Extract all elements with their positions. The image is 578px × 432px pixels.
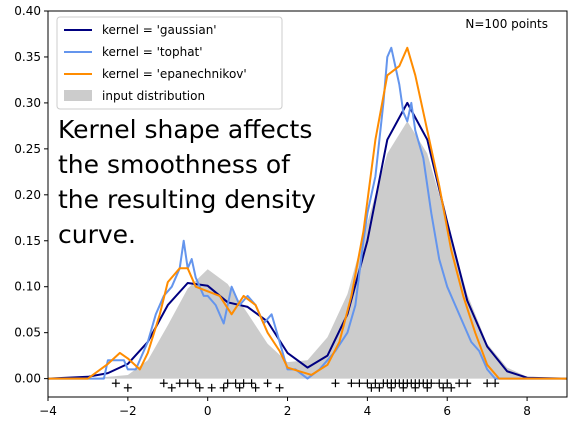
x-tick-label: −2 xyxy=(119,404,137,418)
note-line-3: the resulting density xyxy=(58,185,316,214)
sample-point-marker xyxy=(399,383,408,392)
sample-point-marker xyxy=(423,383,432,392)
legend-label: input distribution xyxy=(102,89,205,103)
legend: kernel = 'gaussian' kernel = 'tophat' kern… xyxy=(56,16,283,110)
series-line-2 xyxy=(48,46,567,380)
sample-point-marker xyxy=(251,383,260,392)
sample-point-marker xyxy=(411,383,420,392)
x-tick-label: 6 xyxy=(443,404,451,418)
sample-point-marker xyxy=(443,379,452,388)
legend-item: kernel = 'gaussian' xyxy=(64,23,217,37)
sample-count-label: N=100 points xyxy=(465,17,548,31)
sample-point-marker xyxy=(207,383,216,392)
y-axis: 0.00 0.05 0.10 0.15 0.20 0.25 0.30 0.35 0.40 xyxy=(14,4,48,386)
legend-swatch xyxy=(64,90,92,101)
x-tick-label: −4 xyxy=(39,404,57,418)
sample-point-marker xyxy=(275,383,284,392)
sample-point-marker xyxy=(427,379,436,388)
sample-point-marker xyxy=(371,379,380,388)
sample-point-marker xyxy=(167,383,176,392)
sample-point-marker xyxy=(219,383,228,392)
note-line-1: Kernel shape affects xyxy=(58,115,312,144)
legend-item: kernel = 'epanechnikov' xyxy=(64,67,247,81)
legend-items: kernel = 'gaussian' kernel = 'tophat' kern… xyxy=(64,23,247,103)
y-tick-label: 0.35 xyxy=(14,50,41,64)
plot-area xyxy=(47,46,568,392)
sample-point-marker xyxy=(355,379,364,388)
sample-point-marker xyxy=(183,379,192,388)
sample-point-marker xyxy=(463,379,472,388)
sample-point-marker xyxy=(435,379,444,388)
sample-point-marker xyxy=(455,379,464,388)
sample-point-marker xyxy=(195,383,204,392)
sample-point-marker xyxy=(111,379,120,388)
y-tick-label: 0.30 xyxy=(14,96,41,110)
sample-point-marker xyxy=(247,379,256,388)
legend-box xyxy=(56,16,283,110)
sample-point-marker xyxy=(387,383,396,392)
sample-point-marker xyxy=(223,379,232,388)
y-tick-label: 0.05 xyxy=(14,326,41,340)
note-line-2: the smoothness of xyxy=(58,150,291,179)
sample-point-marker xyxy=(191,379,200,388)
sample-point-marker xyxy=(447,383,456,392)
sample-point-marker xyxy=(239,379,248,388)
y-tick-label: 0.40 xyxy=(14,4,41,18)
sample-point-marker xyxy=(123,383,132,392)
legend-label: kernel = 'epanechnikov' xyxy=(102,67,247,81)
y-tick-label: 0.25 xyxy=(14,142,41,156)
x-tick-label: 8 xyxy=(523,404,531,418)
sample-point-marker xyxy=(175,379,184,388)
sample-point-marker xyxy=(347,379,356,388)
y-tick-label: 0.10 xyxy=(14,280,41,294)
sample-point-marker xyxy=(263,379,272,388)
note-line-4: curve. xyxy=(58,220,136,249)
sample-point-marker xyxy=(363,379,372,388)
sample-point-marker xyxy=(439,383,448,392)
sample-point-marker xyxy=(331,379,340,388)
explanation-note: Kernel shape affects the smoothness of t… xyxy=(58,115,316,249)
sample-point-marker xyxy=(159,379,168,388)
axes-frame xyxy=(47,10,568,398)
sample-point-marker xyxy=(231,379,240,388)
y-tick-label: 0.15 xyxy=(14,234,41,248)
y-tick-label: 0.20 xyxy=(14,188,41,202)
series-line-3 xyxy=(48,46,567,380)
x-tick-label: 2 xyxy=(284,404,292,418)
sample-point-marker xyxy=(483,379,492,388)
legend-item: input distribution xyxy=(64,89,205,103)
x-tick-label: 4 xyxy=(364,404,372,418)
legend-item: kernel = 'tophat' xyxy=(64,45,203,59)
x-tick-label: 0 xyxy=(204,404,212,418)
x-axis: −4 −2 0 2 4 6 8 xyxy=(39,397,531,418)
legend-label: kernel = 'tophat' xyxy=(102,45,203,59)
sample-point-marker xyxy=(375,383,384,392)
sample-point-marker xyxy=(491,379,500,388)
legend-label: kernel = 'gaussian' xyxy=(102,23,217,37)
sample-point-marker xyxy=(367,383,376,392)
input-distribution-area xyxy=(48,121,567,379)
y-tick-label: 0.00 xyxy=(14,372,41,386)
sample-point-marker xyxy=(235,383,244,392)
